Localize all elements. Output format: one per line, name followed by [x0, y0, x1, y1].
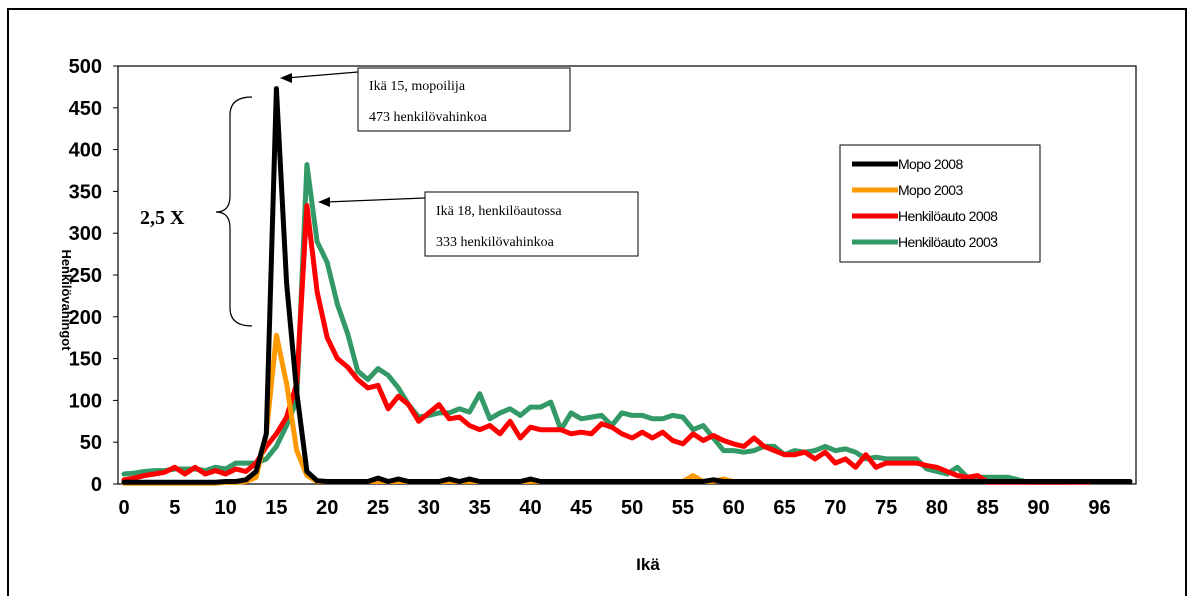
y-tick-label: 300 — [69, 223, 102, 245]
series-layer — [121, 86, 1133, 486]
bracket-label: 2,5 X — [140, 207, 185, 229]
y-tick-label: 450 — [69, 98, 102, 120]
y-tick-label: 150 — [69, 349, 102, 371]
annotation-moped-arrow — [285, 71, 359, 79]
x-tick-label: 96 — [1088, 497, 1110, 519]
y-tick-label: 100 — [69, 390, 102, 412]
annotation-car-line2: 333 henkilövahinkoa — [436, 235, 555, 250]
annotation-car: Ikä 18, henkilöautossa 333 henkilövahink… — [318, 191, 639, 257]
x-tick-label: 0 — [118, 497, 129, 519]
legend: Mopo 2008 Mopo 2003 Henkilöauto 2008 Henkil… — [839, 144, 1041, 263]
series-line-mopo-2008 — [121, 86, 1133, 485]
x-tick-label: 40 — [519, 497, 541, 519]
y-axis-label: Henkilövahingot — [59, 249, 74, 351]
series-line-henkil-auto-2003 — [121, 162, 1072, 485]
annotation-moped-box — [357, 67, 571, 132]
annotation-moped-line2: 473 henkilövahinkoa — [369, 110, 488, 125]
ratio-bracket: 2,5 X — [140, 96, 253, 327]
y-tick-label: 0 — [91, 474, 102, 496]
annotation-car-arrow — [325, 197, 426, 203]
x-tick-label: 75 — [875, 497, 897, 519]
x-tick-label: 35 — [469, 497, 491, 519]
annotation-car-box — [424, 191, 639, 257]
y-tick-label: 400 — [69, 140, 102, 162]
legend-label-henkil-auto-2008: Henkilöauto 2008 — [898, 208, 998, 224]
x-tick-label: 15 — [265, 497, 287, 519]
x-axis: 0 5 10 15 20 25 30 35 40 45 50 55 60 65 70 75 80 85 90 96 — [118, 497, 1110, 519]
y-tick-label: 200 — [69, 307, 102, 329]
x-tick-label: 60 — [723, 497, 745, 519]
x-tick-label: 80 — [926, 497, 948, 519]
annotation-moped: Ikä 15, mopoilija 473 henkilövahinkoa — [280, 67, 571, 132]
annotation-moped-line1: Ikä 15, mopoilija — [369, 79, 466, 94]
y-tick-label: 50 — [80, 432, 102, 454]
x-axis-label: Ikä — [636, 555, 660, 574]
y-tick-label: 350 — [69, 181, 102, 203]
legend-label-mopo-2003: Mopo 2003 — [898, 182, 963, 198]
bracket-brace — [215, 96, 253, 327]
x-tick-label: 25 — [367, 497, 389, 519]
x-tick-label: 10 — [214, 497, 236, 519]
legend-label-henkil-auto-2003: Henkilöauto 2003 — [898, 234, 998, 250]
x-tick-label: 70 — [824, 497, 846, 519]
series-line-henkil-auto-2008 — [121, 203, 1092, 485]
x-tick-label: 65 — [773, 497, 795, 519]
annotation-car-arrowhead — [318, 197, 330, 207]
x-tick-label: 5 — [169, 497, 180, 519]
legend-items: Mopo 2008 Mopo 2003 Henkilöauto 2008 Henkil… — [852, 156, 999, 250]
annotation-car-line1: Ikä 18, henkilöautossa — [436, 204, 562, 219]
x-tick-label: 55 — [672, 497, 694, 519]
y-tick-label: 500 — [69, 56, 102, 78]
x-tick-label: 90 — [1027, 497, 1049, 519]
x-tick-label: 85 — [977, 497, 999, 519]
x-tick-label: 30 — [418, 497, 440, 519]
legend-label-mopo-2008: Mopo 2008 — [898, 156, 963, 172]
y-tick-label: 250 — [69, 265, 102, 287]
x-tick-label: 45 — [570, 497, 592, 519]
x-tick-label: 20 — [316, 497, 338, 519]
x-tick-label: 50 — [621, 497, 643, 519]
annotation-moped-arrowhead — [280, 73, 292, 83]
y-axis: 0 50 100 150 200 250 300 350 400 450 500 — [69, 56, 118, 496]
